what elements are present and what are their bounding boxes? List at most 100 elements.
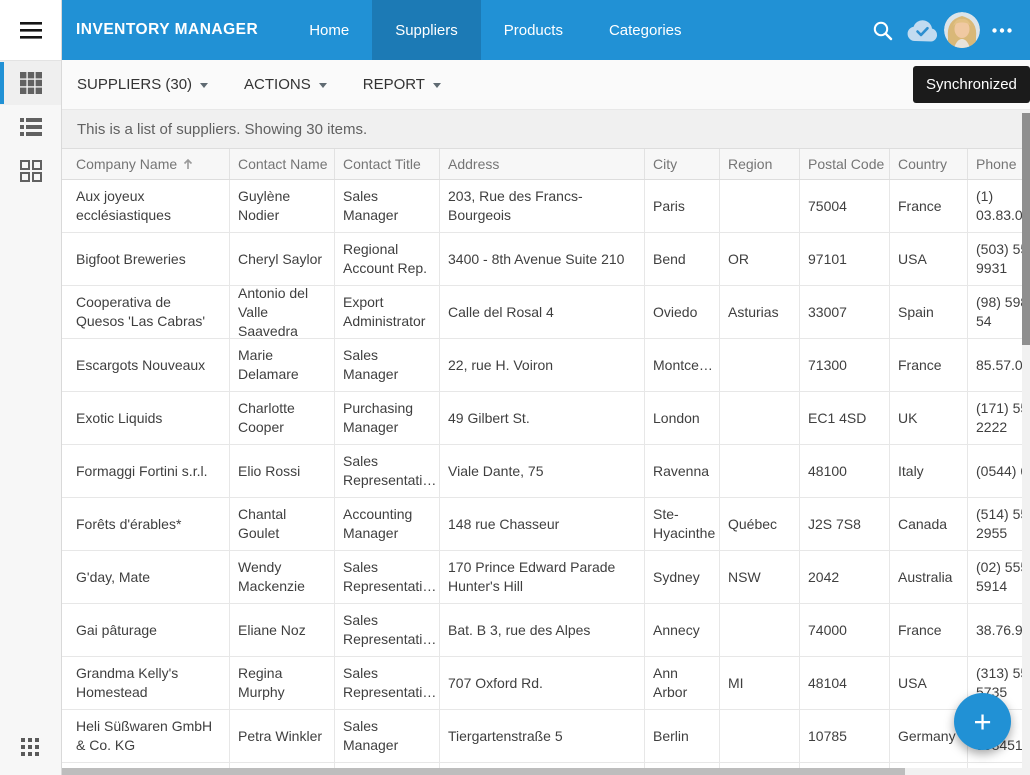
cell: 707 Oxford Rd. [440,657,645,709]
suppliers-grid: Company Name Contact Name Contact Title Add… [62,148,1022,768]
cell: Berlin [645,710,720,762]
cell: 148 rue Chasseur [440,498,645,550]
add-supplier-fab[interactable]: + [954,693,1011,750]
column-header-address[interactable]: Address [440,149,645,179]
cell: Annecy [645,604,720,656]
chevron-down-icon [318,83,327,88]
column-header-label: Postal Code [808,156,885,172]
suppliers-menu[interactable]: SUPPLIERS (30) [77,76,209,93]
sort-ascending-icon [184,158,193,169]
cell [720,392,800,444]
chevron-down-icon [200,83,209,88]
column-header-postal-code[interactable]: Postal Code [800,149,890,179]
user-menu-button[interactable] [942,0,982,60]
cell: Cheryl Saylor [230,233,335,285]
cell: Gai pâturage [62,604,230,656]
table-row[interactable]: Bigfoot Breweries Cheryl Saylor Regional A… [62,233,1022,286]
cell: (514) 555-2955 [968,498,1022,550]
cell: EC1 4SD [800,392,890,444]
more-icon [992,27,1012,33]
sidebar-item-grid-view[interactable] [0,61,61,105]
column-header-label: Phone [976,156,1017,172]
table-row[interactable]: Heli Süßwaren GmbH & Co. KG Petra Winkler… [62,710,1022,763]
cell: 48100 [800,445,890,497]
cell: (503) 555-9931 [968,233,1022,285]
hamburger-menu-button[interactable] [0,0,61,61]
cloud-sync-icon [907,19,938,41]
sidebar-item-card-view[interactable] [0,149,61,193]
table-row[interactable] [62,763,1022,768]
card-view-icon [19,160,42,182]
table-row[interactable]: Gai pâturage Eliane Noz Sales Representati… [62,604,1022,657]
actions-menu[interactable]: ACTIONS [244,76,327,93]
nav-tab-categories[interactable]: Categories [608,21,682,39]
table-row[interactable]: G'day, Mate Wendy Mackenzie Sales Represen… [62,551,1022,604]
cell [62,763,230,768]
sync-status-button[interactable] [902,0,942,60]
search-button[interactable] [862,0,902,60]
column-header-contact-title[interactable]: Contact Title [335,149,440,179]
cell [645,763,720,768]
column-header-contact-name[interactable]: Contact Name [230,149,335,179]
cell: USA [890,657,968,709]
table-row[interactable]: Forêts d'érables* Chantal Goulet Accountin… [62,498,1022,551]
grid-body: Aux joyeux ecclésiastiques Guylène Nodier… [62,180,1022,768]
cell: Viale Dante, 75 [440,445,645,497]
cell: France [890,604,968,656]
cell [890,763,968,768]
cell: G'day, Mate [62,551,230,603]
cell: 49 Gilbert St. [440,392,645,444]
column-header-label: City [653,156,678,172]
column-header-phone[interactable]: Phone [968,149,1022,179]
cell [720,180,800,232]
cell: 3400 - 8th Avenue Suite 210 [440,233,645,285]
horizontal-scrollbar-thumb[interactable] [62,768,905,775]
column-header-company-name[interactable]: Company Name [62,149,230,179]
sidebar-item-list-view[interactable] [0,105,61,149]
table-row[interactable]: Aux joyeux ecclésiastiques Guylène Nodier… [62,180,1022,233]
cell: Regional Account Rep. [335,233,440,285]
cell: Exotic Liquids [62,392,230,444]
cell: 203, Rue des Francs-Bourgeois [440,180,645,232]
cell: Antonio del Valle Saavedra [230,286,335,338]
cell: Italy [890,445,968,497]
cell: Heli Süßwaren GmbH & Co. KG [62,710,230,762]
cell: Bend [645,233,720,285]
column-header-country[interactable]: Country [890,149,968,179]
grid-status-text: This is a list of suppliers. Showing 30 … [62,110,1022,148]
table-row[interactable]: Formaggi Fortini s.r.l. Elio Rossi Sales R… [62,445,1022,498]
list-view-icon [19,117,42,136]
cell: Ravenna [645,445,720,497]
cell: Sales Manager [335,710,440,762]
column-header-label: Region [728,156,773,172]
column-header-city[interactable]: City [645,149,720,179]
nav-tab-suppliers[interactable]: Suppliers [372,0,481,60]
table-row[interactable]: Cooperativa de Quesos 'Las Cabras' Antoni… [62,286,1022,339]
suppliers-menu-label: SUPPLIERS (30) [77,76,193,93]
cell: (1) 03.83.00.68 [968,180,1022,232]
actions-menu-label: ACTIONS [244,76,311,93]
nav-tab-products[interactable]: Products [503,21,563,39]
column-header-region[interactable]: Region [720,149,800,179]
navbar-right-actions [862,0,1030,60]
report-menu[interactable]: REPORT [363,76,441,93]
nav-tab-home[interactable]: Home [309,21,350,39]
table-row[interactable]: Escargots Nouveaux Marie Delamare Sales Ma… [62,339,1022,392]
cell: Bat. B 3, rue des Alpes [440,604,645,656]
app-title: INVENTORY MANAGER [76,21,259,38]
cell: 170 Prince Edward Parade Hunter's Hill [440,551,645,603]
cell: Tiergartenstraße 5 [440,710,645,762]
table-row[interactable]: Grandma Kelly's Homestead Regina Murphy Sa… [62,657,1022,710]
cell: Charlotte Cooper [230,392,335,444]
sidebar-item-apps[interactable] [0,727,60,767]
cell: 10785 [800,710,890,762]
table-row[interactable]: Exotic Liquids Charlotte Cooper Purchasing… [62,392,1022,445]
vertical-scrollbar [1022,110,1030,768]
vertical-scrollbar-thumb[interactable] [1022,113,1030,345]
cell: Escargots Nouveaux [62,339,230,391]
cell: (313) 555-5735 [968,657,1022,709]
cell: London [645,392,720,444]
cell [720,710,800,762]
more-options-button[interactable] [982,0,1022,60]
cell [335,763,440,768]
